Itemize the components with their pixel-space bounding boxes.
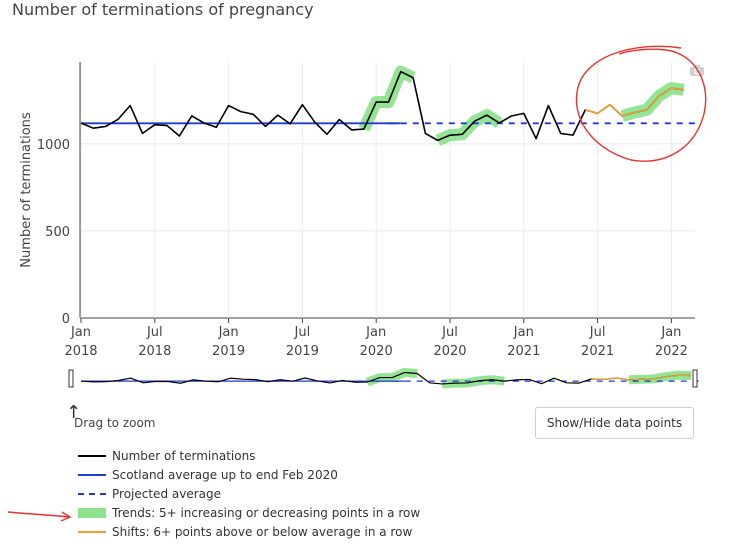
drag-to-zoom-hint: Drag to zoom: [74, 416, 156, 430]
x-tick-label: 2020: [360, 344, 393, 359]
legend-swatch: [78, 454, 106, 457]
x-tick-label: Jul: [589, 325, 606, 340]
y-tick-label: 0: [62, 312, 70, 327]
drag-arrow-icon: ↑: [66, 402, 82, 423]
legend-item[interactable]: Trends: 5+ increasing or decreasing poin…: [78, 503, 420, 522]
range-slider[interactable]: [80, 367, 704, 389]
range-slider-left-handle[interactable]: [68, 369, 74, 388]
x-tick-label: Jan: [70, 325, 91, 340]
legend-item[interactable]: Projected average: [78, 484, 420, 503]
shift-line: [591, 374, 692, 381]
y-tick-label: 500: [45, 225, 70, 240]
legend-swatch: [78, 473, 106, 476]
legend-label: Trends: 5+ increasing or decreasing poin…: [112, 505, 421, 520]
x-tick-label: Jul: [294, 325, 311, 340]
y-axis-label: Number of terminations: [19, 112, 34, 268]
legend-label: Scotland average up to end Feb 2020: [112, 467, 338, 482]
legend-swatch: [78, 492, 106, 495]
x-tick-label: 2018: [64, 344, 97, 359]
x-tick-label: Jan: [660, 325, 681, 340]
terminations-line: [80, 70, 684, 142]
legend: Number of terminations Scotland average u…: [78, 446, 420, 541]
legend-swatch: [78, 507, 106, 518]
legend-label: Number of terminations: [112, 448, 256, 463]
x-tick-label: Jul: [441, 325, 458, 340]
y-tick-label: 1000: [37, 138, 70, 153]
legend-label: Shifts: 6+ points above or below average…: [112, 524, 413, 539]
x-tick-label: Jan: [218, 325, 239, 340]
x-tick-label: Jan: [513, 325, 534, 340]
x-tick-label: 2019: [212, 344, 245, 359]
chart-title: Number of terminations of pregnancy: [12, 0, 314, 19]
show-hide-data-points-button[interactable]: Show/Hide data points: [535, 407, 694, 439]
x-tick-label: Jul: [146, 325, 163, 340]
shift-line: [585, 87, 684, 117]
annotation-circle: [575, 45, 707, 162]
x-tick-label: 2021: [581, 344, 614, 359]
plot-area: [80, 65, 697, 146]
annotation-arrow-icon: [7, 511, 72, 522]
x-tick-label: Jan: [365, 325, 386, 340]
x-tick-label: 2018: [138, 344, 171, 359]
terminations-line: [80, 371, 692, 385]
legend-label: Projected average: [112, 486, 221, 501]
x-tick-label: 2019: [286, 344, 319, 359]
legend-swatch: [78, 530, 106, 533]
legend-item[interactable]: Shifts: 6+ points above or below average…: [78, 522, 420, 541]
x-tick-label: 2022: [655, 344, 688, 359]
range-slider-right-handle[interactable]: [692, 369, 698, 388]
legend-item[interactable]: Scotland average up to end Feb 2020: [78, 465, 420, 484]
x-tick-label: 2020: [433, 344, 466, 359]
x-tick-label: 2021: [507, 344, 540, 359]
legend-item[interactable]: Number of terminations: [78, 446, 420, 465]
